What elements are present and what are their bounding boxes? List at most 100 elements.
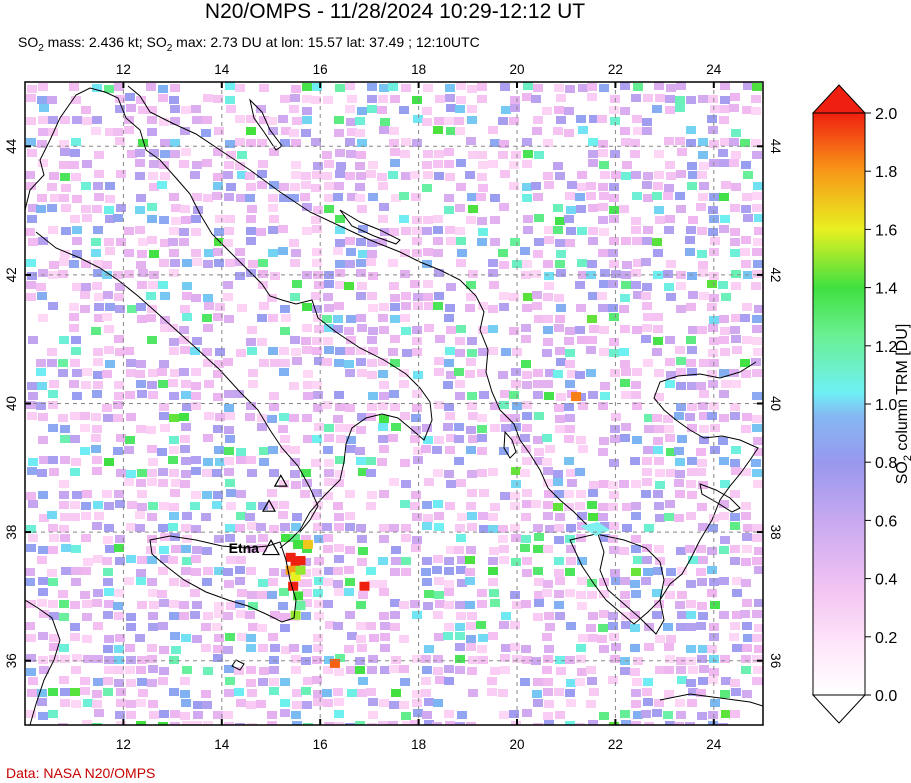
so2-pixel <box>652 192 662 200</box>
so2-pixel <box>665 380 675 388</box>
so2-pixel <box>267 294 277 302</box>
so2-pixel <box>104 346 114 354</box>
so2-pixel <box>555 415 565 423</box>
so2-pixel <box>410 720 420 725</box>
so2-pixel <box>345 369 355 377</box>
so2-pixel <box>223 293 233 301</box>
so2-pixel <box>566 679 576 687</box>
so2-hotspot <box>329 658 340 668</box>
so2-pixel <box>522 489 532 497</box>
so2-pixel <box>136 699 146 707</box>
so2-pixel <box>379 303 389 311</box>
so2-pixel <box>379 535 389 543</box>
so2-pixel <box>213 95 223 103</box>
so2-pixel <box>48 578 58 586</box>
so2-pixel <box>357 558 367 566</box>
so2-pixel <box>357 369 367 377</box>
so2-pixel <box>169 512 179 520</box>
so2-pixel <box>522 93 532 101</box>
so2-pixel <box>279 347 289 355</box>
so2-pixel <box>534 238 544 246</box>
so2-pixel <box>203 458 213 466</box>
so2-pixel <box>677 591 687 599</box>
so2-pixel <box>643 226 653 234</box>
so2-pixel <box>270 272 280 280</box>
so2-pixel <box>92 84 102 92</box>
so2-pixel <box>577 259 587 267</box>
so2-pixel <box>598 304 608 312</box>
so2-pixel <box>588 391 598 399</box>
so2-pixel <box>322 401 332 409</box>
so2-pixel <box>236 610 246 618</box>
so2-pixel <box>643 568 653 576</box>
so2-pixel <box>26 668 36 676</box>
so2-pixel <box>531 182 541 190</box>
so2-pixel <box>245 413 255 421</box>
so2-pixel <box>193 701 203 709</box>
so2-pixel <box>500 666 510 674</box>
so2-pixel <box>113 401 123 409</box>
so2-pixel <box>413 115 423 123</box>
so2-pixel <box>399 106 409 114</box>
so2-pixel <box>192 161 202 169</box>
so2-pixel <box>455 623 465 631</box>
so2-pixel <box>522 194 532 202</box>
so2-pixel <box>663 415 673 423</box>
so2-pixel <box>390 599 400 607</box>
so2-pixel <box>26 138 36 146</box>
so2-pixel <box>246 215 256 223</box>
so2-pixel <box>356 622 366 630</box>
so2-pixel <box>389 701 399 709</box>
so2-pixel <box>710 105 720 113</box>
so2-pixel <box>324 424 334 432</box>
so2-pixel <box>422 107 432 115</box>
so2-pixel <box>533 436 543 444</box>
so2-pixel <box>302 203 312 211</box>
so2-pixel <box>741 468 751 476</box>
so2-pixel <box>115 711 125 719</box>
so2-pixel <box>609 338 619 346</box>
so2-pixel <box>59 336 69 344</box>
so2-pixel <box>488 525 498 533</box>
so2-pixel <box>61 544 71 552</box>
so2-pixel <box>204 249 214 257</box>
so2-pixel <box>49 612 59 620</box>
so2-pixel <box>676 282 686 290</box>
so2-pixel <box>434 633 444 641</box>
so2-pixel <box>665 336 675 344</box>
so2-hotspot <box>290 610 301 620</box>
so2-pixel <box>148 589 158 597</box>
so2-pixel <box>181 216 191 224</box>
so2-pixel <box>59 525 69 533</box>
so2-pixel <box>72 250 82 258</box>
so2-pixel <box>292 117 302 125</box>
so2-pixel <box>39 514 49 522</box>
so2-pixel <box>248 369 258 377</box>
so2-pixel <box>312 171 322 179</box>
so2-pixel <box>424 645 434 653</box>
so2-hotspot <box>359 581 370 591</box>
so2-pixel <box>58 723 68 725</box>
so2-pixel <box>344 566 354 574</box>
so2-pixel <box>72 116 82 124</box>
so2-pixel <box>322 358 332 366</box>
so2-pixel <box>631 535 641 543</box>
colorbar-tick-label: 2.0 <box>875 106 897 123</box>
so2-pixel <box>270 611 280 619</box>
so2-pixel <box>751 459 761 467</box>
so2-pixel <box>269 215 279 223</box>
so2-pixel <box>335 403 345 411</box>
so2-pixel <box>105 247 115 255</box>
so2-pixel <box>324 346 334 354</box>
so2-pixel <box>401 524 411 532</box>
so2-pixel <box>377 238 387 246</box>
so2-pixel <box>91 327 101 335</box>
so2-pixel <box>686 139 696 147</box>
so2-pixel <box>92 282 102 290</box>
so2-pixel <box>291 481 301 489</box>
so2-pixel <box>754 566 763 574</box>
colorbar-tick-label: 0.4 <box>875 572 897 589</box>
so2-pixel <box>180 480 190 488</box>
so2-pixel <box>544 181 554 189</box>
so2-pixel <box>333 688 343 696</box>
